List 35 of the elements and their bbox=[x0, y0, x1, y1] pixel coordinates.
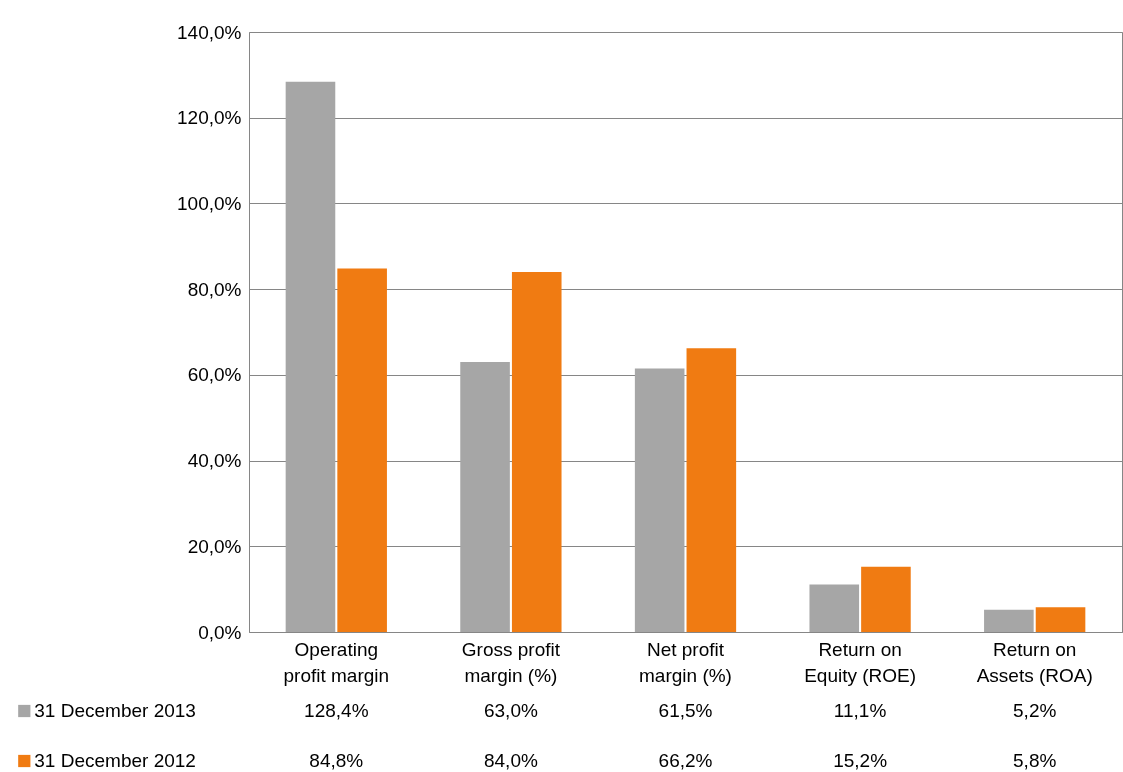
x-tick-label: Return on Assets (ROA) bbox=[976, 638, 1093, 686]
y-tick-label: 20,0% bbox=[187, 535, 242, 557]
x-tick-label: Operating profit margin bbox=[283, 638, 390, 686]
legend-label: 31 December 2013 bbox=[34, 700, 196, 721]
y-tick-label: 100,0% bbox=[177, 192, 242, 214]
bar bbox=[861, 566, 911, 632]
data-label: 66,2% bbox=[658, 750, 713, 771]
y-tick-label: 0,0% bbox=[198, 621, 242, 643]
bar bbox=[809, 584, 860, 632]
legend-label: 31 December 2012 bbox=[34, 750, 196, 771]
x-tick-label: Net profit margin (%) bbox=[639, 638, 732, 686]
bar bbox=[285, 81, 336, 632]
y-tick-label: 120,0% bbox=[177, 107, 242, 129]
y-tick-label: 60,0% bbox=[187, 364, 242, 386]
bar bbox=[1035, 607, 1086, 632]
data-label: 84,0% bbox=[483, 750, 538, 771]
bar bbox=[337, 268, 387, 632]
bar bbox=[686, 348, 737, 632]
x-tick-label: Gross profit margin (%) bbox=[461, 638, 561, 686]
data-label: 63,0% bbox=[483, 700, 538, 721]
data-label: 5,8% bbox=[1013, 750, 1057, 771]
data-label: 61,5% bbox=[658, 700, 713, 721]
bar bbox=[460, 362, 510, 632]
y-tick-label: 40,0% bbox=[187, 450, 242, 472]
bar bbox=[511, 272, 562, 632]
data-label: 15,2% bbox=[833, 750, 888, 771]
bar bbox=[984, 609, 1034, 632]
data-label: 5,2% bbox=[1013, 700, 1057, 721]
y-tick-label: 80,0% bbox=[187, 278, 242, 300]
data-label: 84,8% bbox=[309, 750, 364, 771]
x-tick-label: Return on Equity (ROE) bbox=[804, 638, 917, 686]
y-tick-label: 140,0% bbox=[177, 21, 242, 43]
data-label: 128,4% bbox=[304, 700, 369, 721]
data-label: 11,1% bbox=[833, 700, 887, 721]
bar bbox=[634, 368, 685, 632]
